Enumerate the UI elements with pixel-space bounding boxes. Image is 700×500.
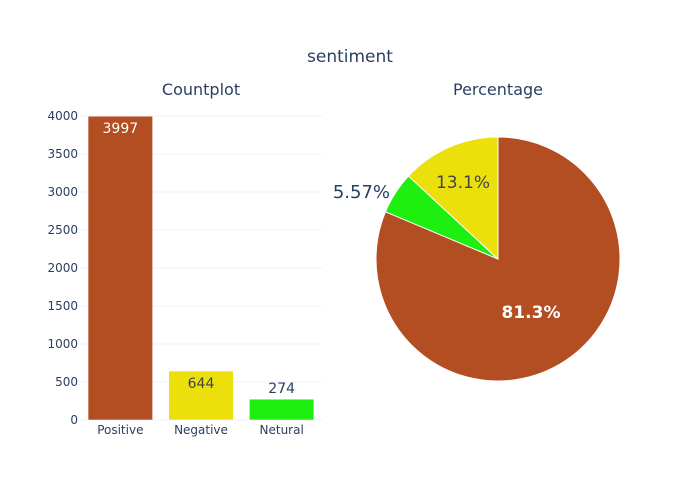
bar-x-tick-netural: Netural <box>260 423 304 437</box>
bar-y-tick-2000: 2000 <box>47 261 78 275</box>
pie-slices <box>375 136 621 382</box>
pie-label-netural: 5.57% <box>333 182 390 203</box>
countplot-title: Countplot <box>162 80 240 99</box>
bar-y-tick-0: 0 <box>70 413 78 427</box>
figure-title: sentiment <box>307 47 393 67</box>
pie-label-positive: 81.3% <box>502 303 561 323</box>
bar-value-labels: 3997 644 274 <box>103 121 296 397</box>
pie-label-negative: 13.1% <box>436 173 490 193</box>
bar-y-tick-4000: 4000 <box>47 109 78 123</box>
percentage-title: Percentage <box>453 80 543 99</box>
bar-y-tick-500: 500 <box>55 375 78 389</box>
bar-value-label-negative: 644 <box>188 376 215 392</box>
bar-y-tick-labels: 0 500 1000 1500 2000 2500 3000 3500 4000 <box>47 109 78 427</box>
bar-positive <box>87 115 153 421</box>
bar-y-tick-1000: 1000 <box>47 337 78 351</box>
bar-negative <box>168 370 234 421</box>
bar-y-tick-3000: 3000 <box>47 185 78 199</box>
bar-series <box>87 115 315 421</box>
bar-value-label-positive: 3997 <box>103 121 139 137</box>
bar-x-tick-positive: Positive <box>97 423 143 437</box>
bar-netural <box>249 398 315 421</box>
bar-y-tick-1500: 1500 <box>47 299 78 313</box>
bar-value-label-netural: 274 <box>268 381 295 397</box>
bar-y-tick-2500: 2500 <box>47 223 78 237</box>
pie-labels: 81.3% 5.57% 13.1% <box>333 173 561 323</box>
bar-y-tick-3500: 3500 <box>47 147 78 161</box>
pie-slice-negative <box>407 136 499 261</box>
bar-x-tick-negative: Negative <box>174 423 228 437</box>
bar-x-tick-labels: Positive Negative Netural <box>97 423 304 437</box>
